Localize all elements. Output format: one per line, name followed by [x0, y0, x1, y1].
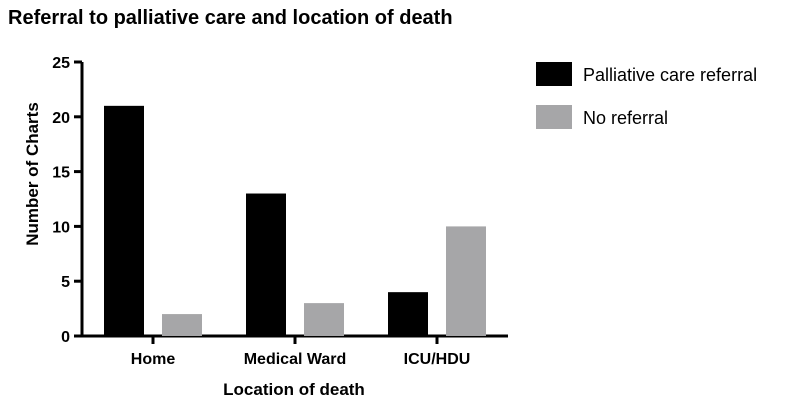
bar-referral — [246, 193, 286, 336]
legend: Palliative care referral No referral — [536, 62, 757, 129]
x-category-label: ICU/HDU — [404, 351, 471, 368]
y-tick-label: 15 — [52, 165, 70, 182]
y-tick-label: 5 — [61, 274, 70, 291]
x-category-label: Medical Ward — [244, 351, 347, 368]
bar-no-referral — [304, 303, 344, 336]
x-category-label: Home — [131, 351, 176, 368]
y-tick-label: 10 — [52, 219, 70, 236]
bar-no-referral — [162, 314, 202, 336]
bar-referral — [388, 292, 428, 336]
y-axis-ticks: 0 5 10 15 20 25 — [52, 55, 82, 346]
y-axis-title: Number of Charts — [23, 102, 42, 246]
x-axis-title: Location of death — [223, 380, 365, 399]
chart-title: Referral to palliative care and location… — [8, 7, 453, 29]
legend-label: Palliative care referral — [583, 65, 757, 85]
plot-area: 0 5 10 15 20 25 Home Medical Ward ICU/HDU — [52, 55, 508, 368]
y-tick-label: 20 — [52, 110, 70, 127]
legend-swatch — [536, 62, 572, 86]
bars — [104, 105, 486, 336]
y-tick-label: 0 — [61, 329, 70, 346]
legend-label: No referral — [583, 108, 668, 128]
bar-no-referral — [446, 226, 486, 336]
x-axis-categories: Home Medical Ward ICU/HDU — [131, 336, 471, 368]
legend-swatch — [536, 105, 572, 129]
y-tick-label: 25 — [52, 55, 70, 72]
bar-referral — [104, 105, 144, 336]
